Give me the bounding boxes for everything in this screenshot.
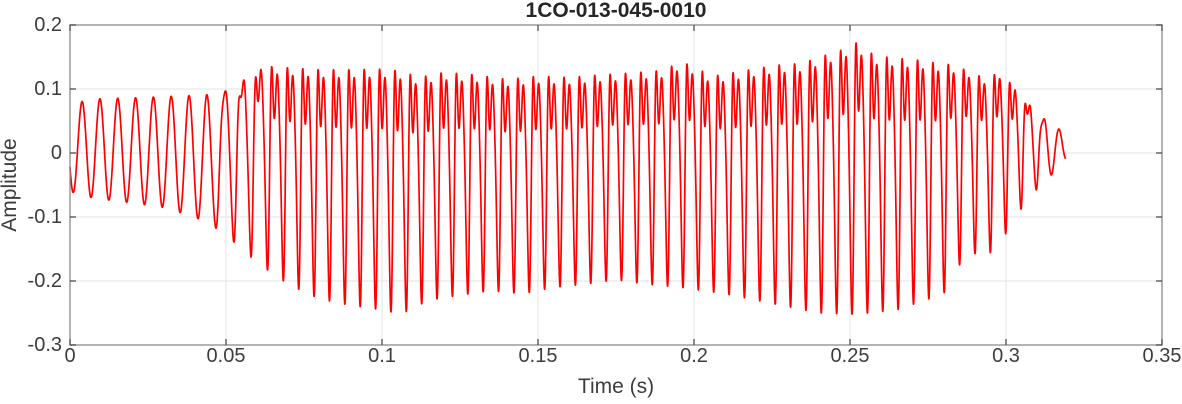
y-tick-label-3: -0.1 — [27, 206, 62, 228]
chart-title: 1CO-013-045-0010 — [525, 0, 707, 22]
x-axis-label: Time (s) — [577, 375, 655, 398]
x-tick-label-7: 0.35 — [1142, 345, 1182, 367]
x-tick-label-1: 0.05 — [206, 345, 246, 367]
y-tick-label-0: 0.2 — [34, 14, 62, 36]
y-tick-label-5: -0.3 — [27, 334, 62, 356]
x-tick-label-6: 0.3 — [992, 345, 1020, 367]
x-tick-label-0: 0 — [64, 345, 76, 367]
x-tick-label-4: 0.2 — [680, 345, 708, 367]
x-tick-label-5: 0.25 — [830, 345, 870, 367]
y-tick-label-4: -0.2 — [27, 270, 62, 292]
y-tick-label-2: 0 — [50, 142, 62, 164]
x-tick-label-2: 0.1 — [368, 345, 396, 367]
y-tick-label-1: 0.1 — [34, 78, 62, 100]
x-tick-label-3: 0.15 — [518, 345, 558, 367]
